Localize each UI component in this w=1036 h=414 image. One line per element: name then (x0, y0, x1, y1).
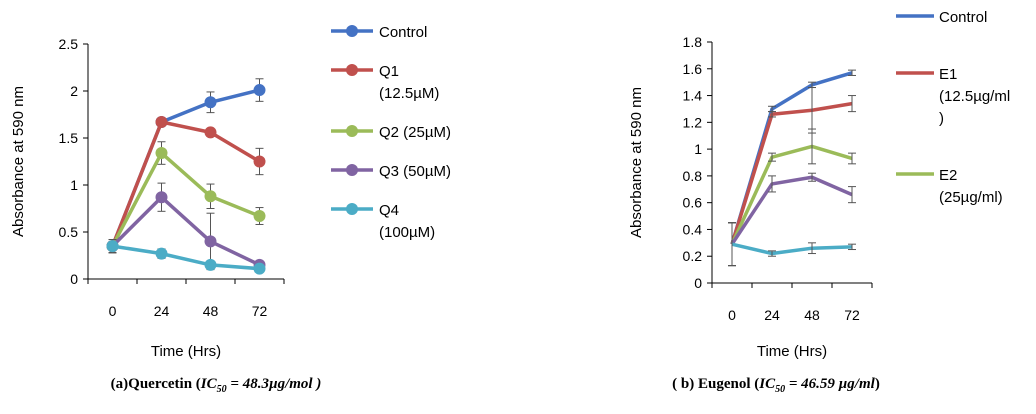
legend-item-3: E2 (25µg/ml) (896, 167, 1003, 206)
series-line (730, 101, 853, 245)
series-line (110, 151, 261, 247)
data-point (253, 155, 266, 168)
series-line (112, 244, 260, 271)
data-point (253, 262, 266, 275)
y-tick-label: 0 (70, 271, 78, 287)
legend-label: Q4 (379, 202, 399, 219)
chart-2: 0 0.2 0.4 0.6 0.8 1 1.2 1.4 1.6 1.8 0 24 48 72 Absorba… (628, 9, 1010, 395)
data-point (253, 84, 266, 97)
data-point (204, 96, 217, 109)
y-tick-label: 1 (70, 177, 78, 193)
legend-item-4: Q3 (50µM) (331, 163, 451, 180)
chart-caption: ( b) Eugenol (IC50 = 46.59 µg/ml) (672, 376, 880, 395)
x-tick-label: 72 (252, 303, 268, 319)
legend-item-1: Control (896, 9, 987, 26)
data-point (204, 235, 217, 248)
legend-label: (100µM) (379, 224, 435, 241)
y-tick-label: 0.5 (59, 224, 79, 240)
legend-label: Q1 (379, 63, 399, 80)
legend-item-2: Q1 (12.5µM) (331, 63, 439, 102)
data-point (155, 116, 168, 129)
legend-marker (346, 164, 358, 176)
legend-marker (346, 64, 358, 76)
x-tick-label: 48 (804, 307, 820, 323)
series-5 (106, 239, 266, 275)
y-tick-label: 0.2 (683, 248, 703, 264)
legend-label: (12.5µM) (379, 85, 439, 102)
series-line (110, 120, 261, 247)
x-axis-label: Time (Hrs) (151, 343, 221, 360)
series-5 (728, 222, 856, 267)
series-line (730, 175, 853, 246)
data-point (204, 126, 217, 139)
y-tick-label: 1.4 (683, 88, 703, 104)
legend-marker (346, 25, 358, 37)
y-tick-label: 1.6 (683, 61, 703, 77)
y-axis-label: Absorbance at 590 nm (10, 86, 27, 237)
x-tick-label: 0 (728, 307, 736, 323)
legend-label: Control (379, 24, 427, 41)
y-axis-label: Absorbance at 590 nm (628, 87, 645, 238)
y-tick-label: 2.5 (59, 36, 79, 52)
series-line (111, 195, 261, 267)
legend-marker (346, 203, 358, 215)
y-tick-label: 1 (694, 141, 702, 157)
legend-item-1: Control (331, 24, 427, 41)
x-tick-label: 24 (764, 307, 780, 323)
series-2 (728, 87, 856, 267)
legend-item-2: E1 (12.5µg/ml) (896, 66, 1010, 127)
y-tick-label: 2 (70, 83, 78, 99)
legend-label: (25µg/ml) (939, 189, 1003, 206)
chart-1: 0 0.5 1 1.5 2 2.5 0 24 48 72 Absorbance at 590 nm T… (10, 24, 451, 395)
data-point (155, 247, 168, 260)
series-line (731, 242, 853, 256)
data-point (204, 190, 217, 203)
data-point (204, 258, 217, 271)
legend-label: E1 (939, 66, 957, 83)
legend-label: Q3 (50µM) (379, 163, 451, 180)
x-tick-label: 72 (844, 307, 860, 323)
x-tick-label: 24 (154, 303, 170, 319)
y-tick-label: 0 (694, 275, 702, 291)
y-tick-label: 0.4 (683, 221, 703, 237)
series-2 (106, 116, 266, 254)
legend-item-5: Q4 (100µM) (331, 202, 435, 241)
x-tick-label: 0 (109, 303, 117, 319)
data-point (253, 210, 266, 223)
y-tick-label: 1.5 (59, 130, 79, 146)
legend-label: ) (939, 110, 944, 127)
legend-label: Q2 (25µM) (379, 124, 451, 141)
y-tick-label: 0.8 (683, 168, 703, 184)
chart-caption: (a)Quercetin (IC50 = 48.3µg/mol ) (111, 376, 322, 395)
legend-label: Control (939, 9, 987, 26)
y-tick-label: 1.8 (683, 34, 703, 50)
x-axis-label: Time (Hrs) (757, 343, 827, 360)
x-tick-label: 48 (203, 303, 219, 319)
legend-label: E2 (939, 167, 957, 184)
data-point (155, 191, 168, 204)
legend-label: (12.5µg/ml (939, 88, 1010, 105)
series-line (730, 144, 853, 245)
data-point (106, 240, 119, 253)
y-tick-label: 0.6 (683, 195, 703, 211)
data-point (155, 147, 168, 160)
legend-marker (346, 125, 358, 137)
series-1 (728, 69, 856, 267)
y-tick-label: 1.2 (683, 114, 703, 130)
legend-item-3: Q2 (25µM) (331, 124, 451, 141)
